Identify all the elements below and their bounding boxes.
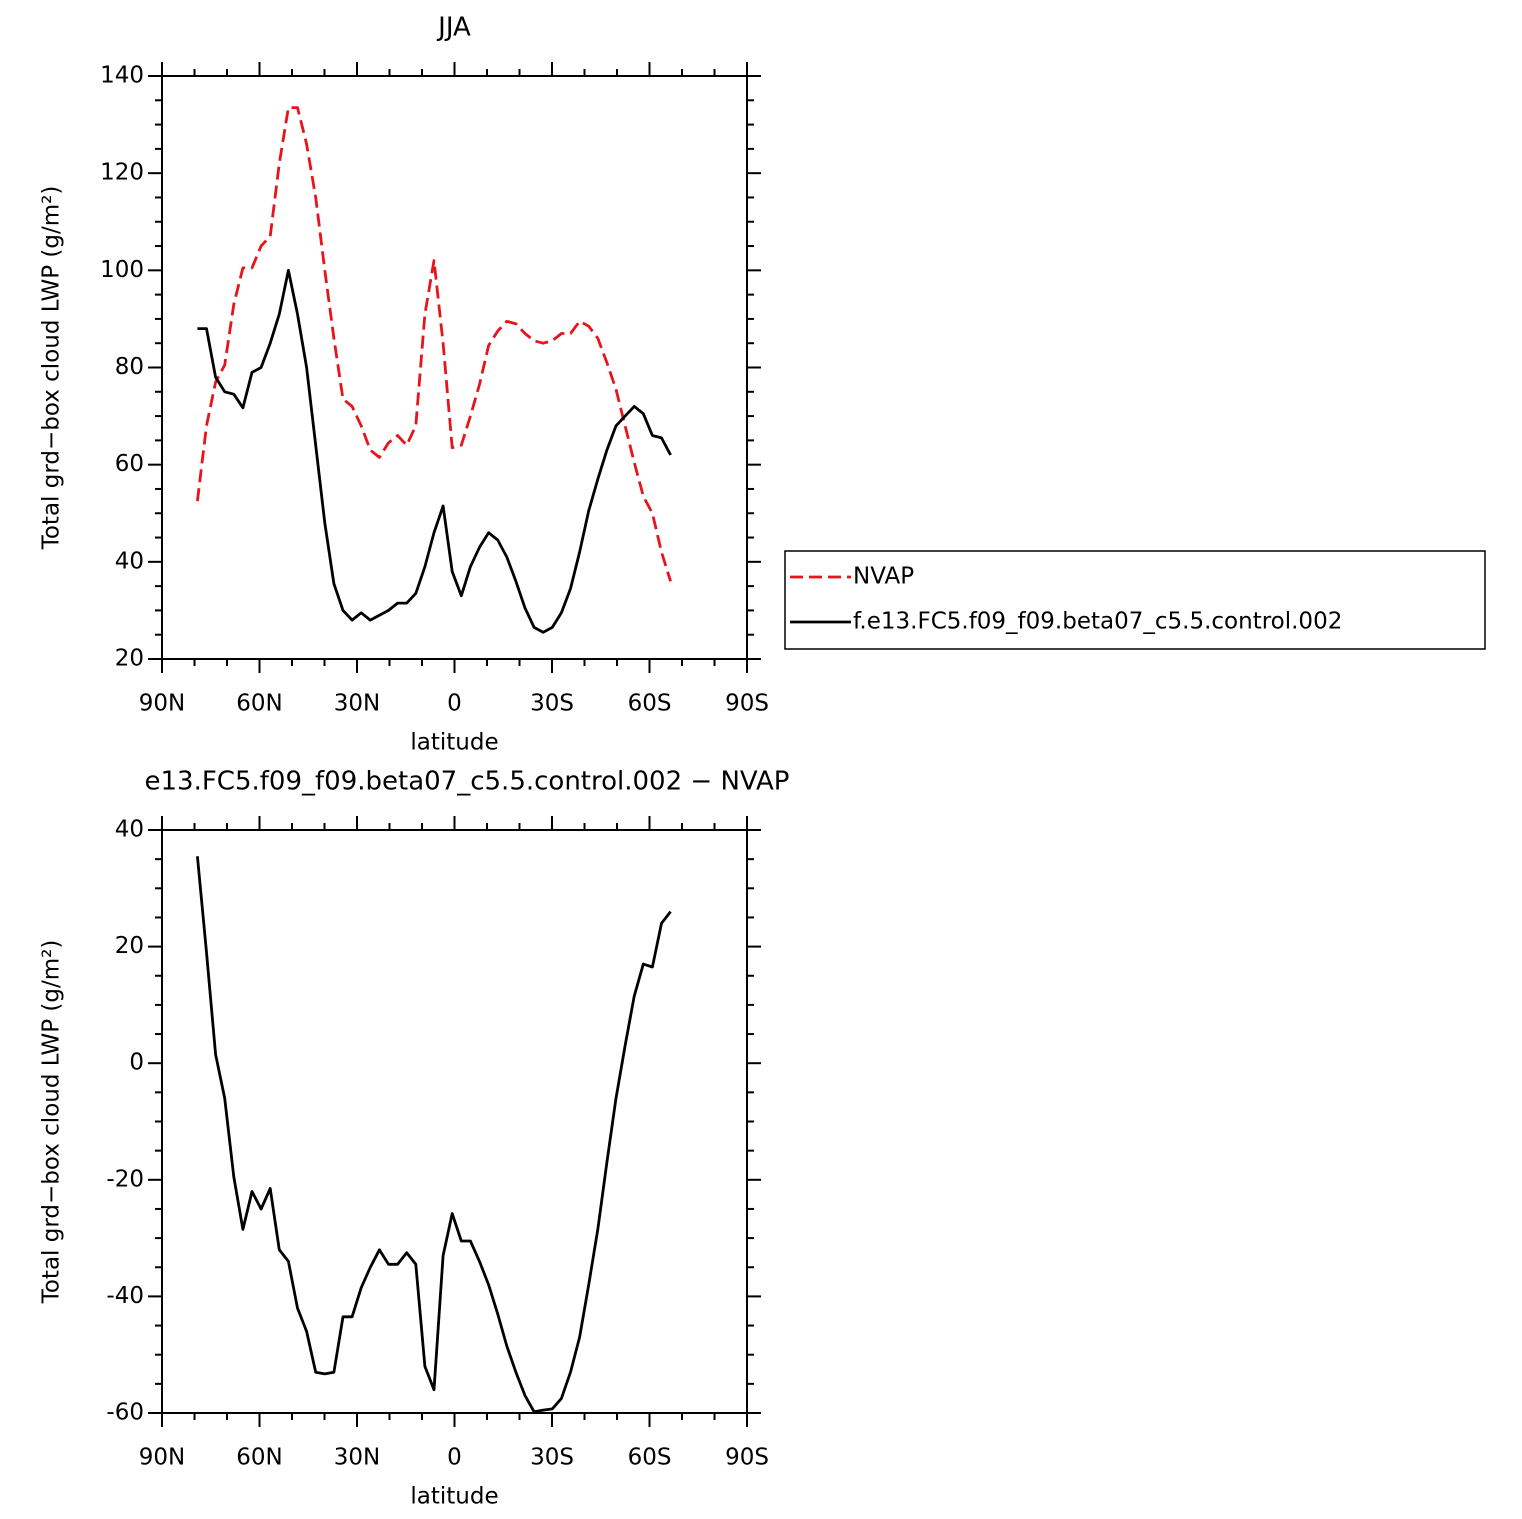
x-tick-label: 90N: [139, 691, 185, 717]
plot-frame: [161, 75, 748, 660]
data-line: [196, 106, 672, 582]
y-tick-label: 20: [115, 933, 144, 959]
x-tick-label: 30S: [530, 691, 574, 717]
plot-frame: [161, 829, 748, 1414]
y-tick-label: 120: [100, 160, 144, 186]
y-tick-label: -60: [106, 1400, 144, 1426]
x-axis-label: latitude: [410, 1484, 498, 1510]
x-tick-label: 30N: [334, 1445, 380, 1471]
y-tick-label: 100: [100, 257, 144, 283]
x-tick-label: 30N: [334, 691, 380, 717]
y-axis-label: Total grd−box cloud LWP (g/m²): [39, 186, 65, 551]
data-line: [196, 856, 672, 1414]
legend-label: f.e13.FC5.f09_f09.beta07_c5.5.control.00…: [853, 609, 1342, 635]
x-tick-label: 30S: [530, 1445, 574, 1471]
x-tick-label: 90S: [725, 691, 769, 717]
x-tick-label: 0: [447, 1445, 462, 1471]
y-tick-label: -40: [106, 1283, 144, 1309]
x-tick-label: 60S: [628, 691, 672, 717]
x-axis-label: latitude: [410, 730, 498, 756]
y-axis-label: Total grd−box cloud LWP (g/m²): [39, 940, 65, 1305]
data-line: [197, 268, 672, 634]
x-tick-label: 60N: [236, 1445, 282, 1471]
x-tick-label: 60S: [628, 1445, 672, 1471]
x-tick-label: 90N: [139, 1445, 185, 1471]
y-tick-label: 20: [115, 646, 144, 672]
x-tick-label: 0: [447, 691, 462, 717]
y-tick-label: -20: [106, 1166, 144, 1192]
x-tick-label: 90S: [725, 1445, 769, 1471]
y-tick-label: 80: [115, 354, 144, 380]
y-tick-label: 40: [115, 548, 144, 574]
y-tick-label: 140: [100, 63, 144, 89]
chart-title: e13.FC5.f09_f09.beta07_c5.5.control.002 …: [145, 767, 790, 797]
y-tick-label: 0: [129, 1050, 144, 1076]
y-tick-label: 40: [115, 817, 144, 843]
legend-label: NVAP: [853, 564, 914, 590]
chart-title: JJA: [436, 13, 471, 43]
y-tick-label: 60: [115, 451, 144, 477]
legend-box: [784, 550, 1486, 650]
x-tick-label: 60N: [236, 691, 282, 717]
